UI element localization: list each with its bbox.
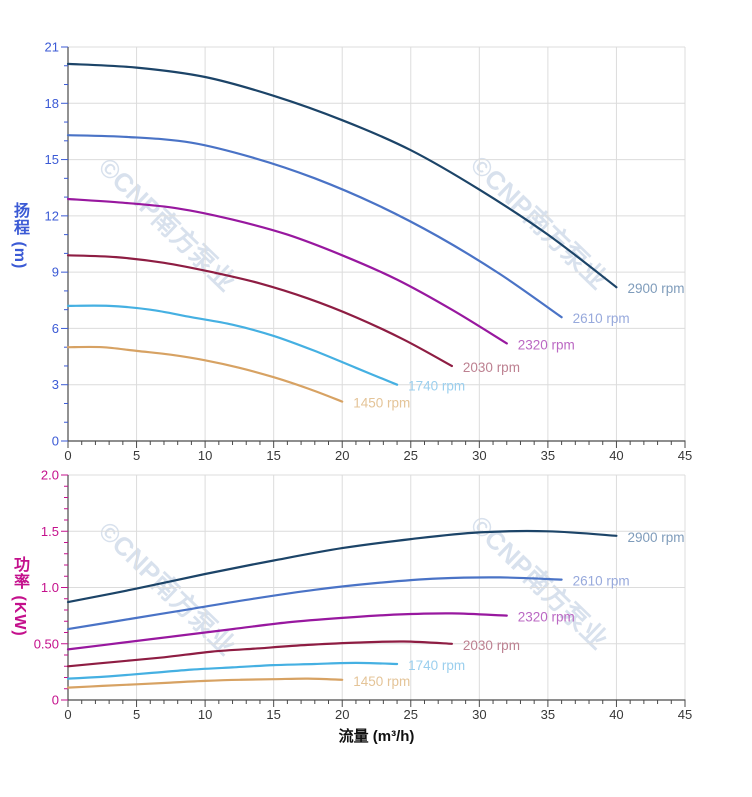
power-axis-title: 功率 (KW) [11,556,28,637]
curve-2900-rpm [66,529,618,604]
y-tick-label: 0.50 [34,636,59,651]
curve-2610-rpm [66,576,563,631]
x-tick-label: 15 [266,448,280,463]
curve-2030-rpm [66,640,453,668]
curve-label-2320-rpm: 2320 rpm [518,610,575,625]
y-tick-label: 0 [52,434,59,449]
curve-label-2030-rpm: 2030 rpm [463,638,520,653]
y-tick-label: 1.5 [41,524,59,539]
curve-label-1740-rpm: 1740 rpm [408,658,465,673]
curve-1740-rpm [66,304,399,386]
x-tick-label: 25 [404,448,418,463]
curve-label-1450-rpm: 1450 rpm [353,674,410,689]
curve-label-2320-rpm: 2320 rpm [518,337,575,352]
x-tick-label: 30 [472,448,486,463]
x-tick-label: 10 [198,448,212,463]
curve-2900-rpm [66,62,618,289]
curve-2610-rpm [66,134,563,319]
x-tick-label: 0 [64,707,71,722]
x-tick-label: 20 [335,448,349,463]
x-tick-label: 45 [678,448,692,463]
curve-1450-rpm [66,677,344,689]
y-tick-label: 3 [52,377,59,392]
x-tick-label: 40 [609,707,623,722]
y-tick-label: 9 [52,265,59,280]
x-tick-label: 35 [541,707,555,722]
curve-label-2030-rpm: 2030 rpm [463,360,520,375]
curve-label-2900-rpm: 2900 rpm [627,530,684,545]
curve-1740-rpm [66,661,399,680]
x-tick-label: 30 [472,707,486,722]
curve-label-1450-rpm: 1450 rpm [353,396,410,411]
x-tick-label: 5 [133,707,140,722]
x-tick-label: 35 [541,448,555,463]
x-tick-label: 40 [609,448,623,463]
curve-label-1740-rpm: 1740 rpm [408,379,465,394]
y-tick-label: 18 [45,96,59,111]
curve-1450-rpm [66,345,344,403]
x-tick-label: 45 [678,707,692,722]
curve-2320-rpm [66,197,508,345]
curve-label-2610-rpm: 2610 rpm [573,574,630,589]
x-tick-label: 0 [64,448,71,463]
y-tick-label: 21 [45,40,59,55]
y-tick-label: 6 [52,321,59,336]
head-axis-title: 扬程 (m) [11,202,28,270]
y-tick-label: 12 [45,208,59,223]
y-tick-label: 1.0 [41,580,59,595]
flow-axis-title: 流量 (m³/h) [338,728,415,745]
curve-2030-rpm [66,254,453,368]
x-tick-label: 15 [266,707,280,722]
y-tick-label: 0 [52,693,59,708]
curve-label-2610-rpm: 2610 rpm [573,311,630,326]
x-tick-label: 5 [133,448,140,463]
x-tick-label: 25 [404,707,418,722]
curve-label-2900-rpm: 2900 rpm [627,281,684,296]
x-tick-label: 20 [335,707,349,722]
curve-2320-rpm [66,612,508,651]
x-tick-label: 10 [198,707,212,722]
y-tick-label: 2.0 [41,468,59,483]
y-tick-label: 15 [45,152,59,167]
